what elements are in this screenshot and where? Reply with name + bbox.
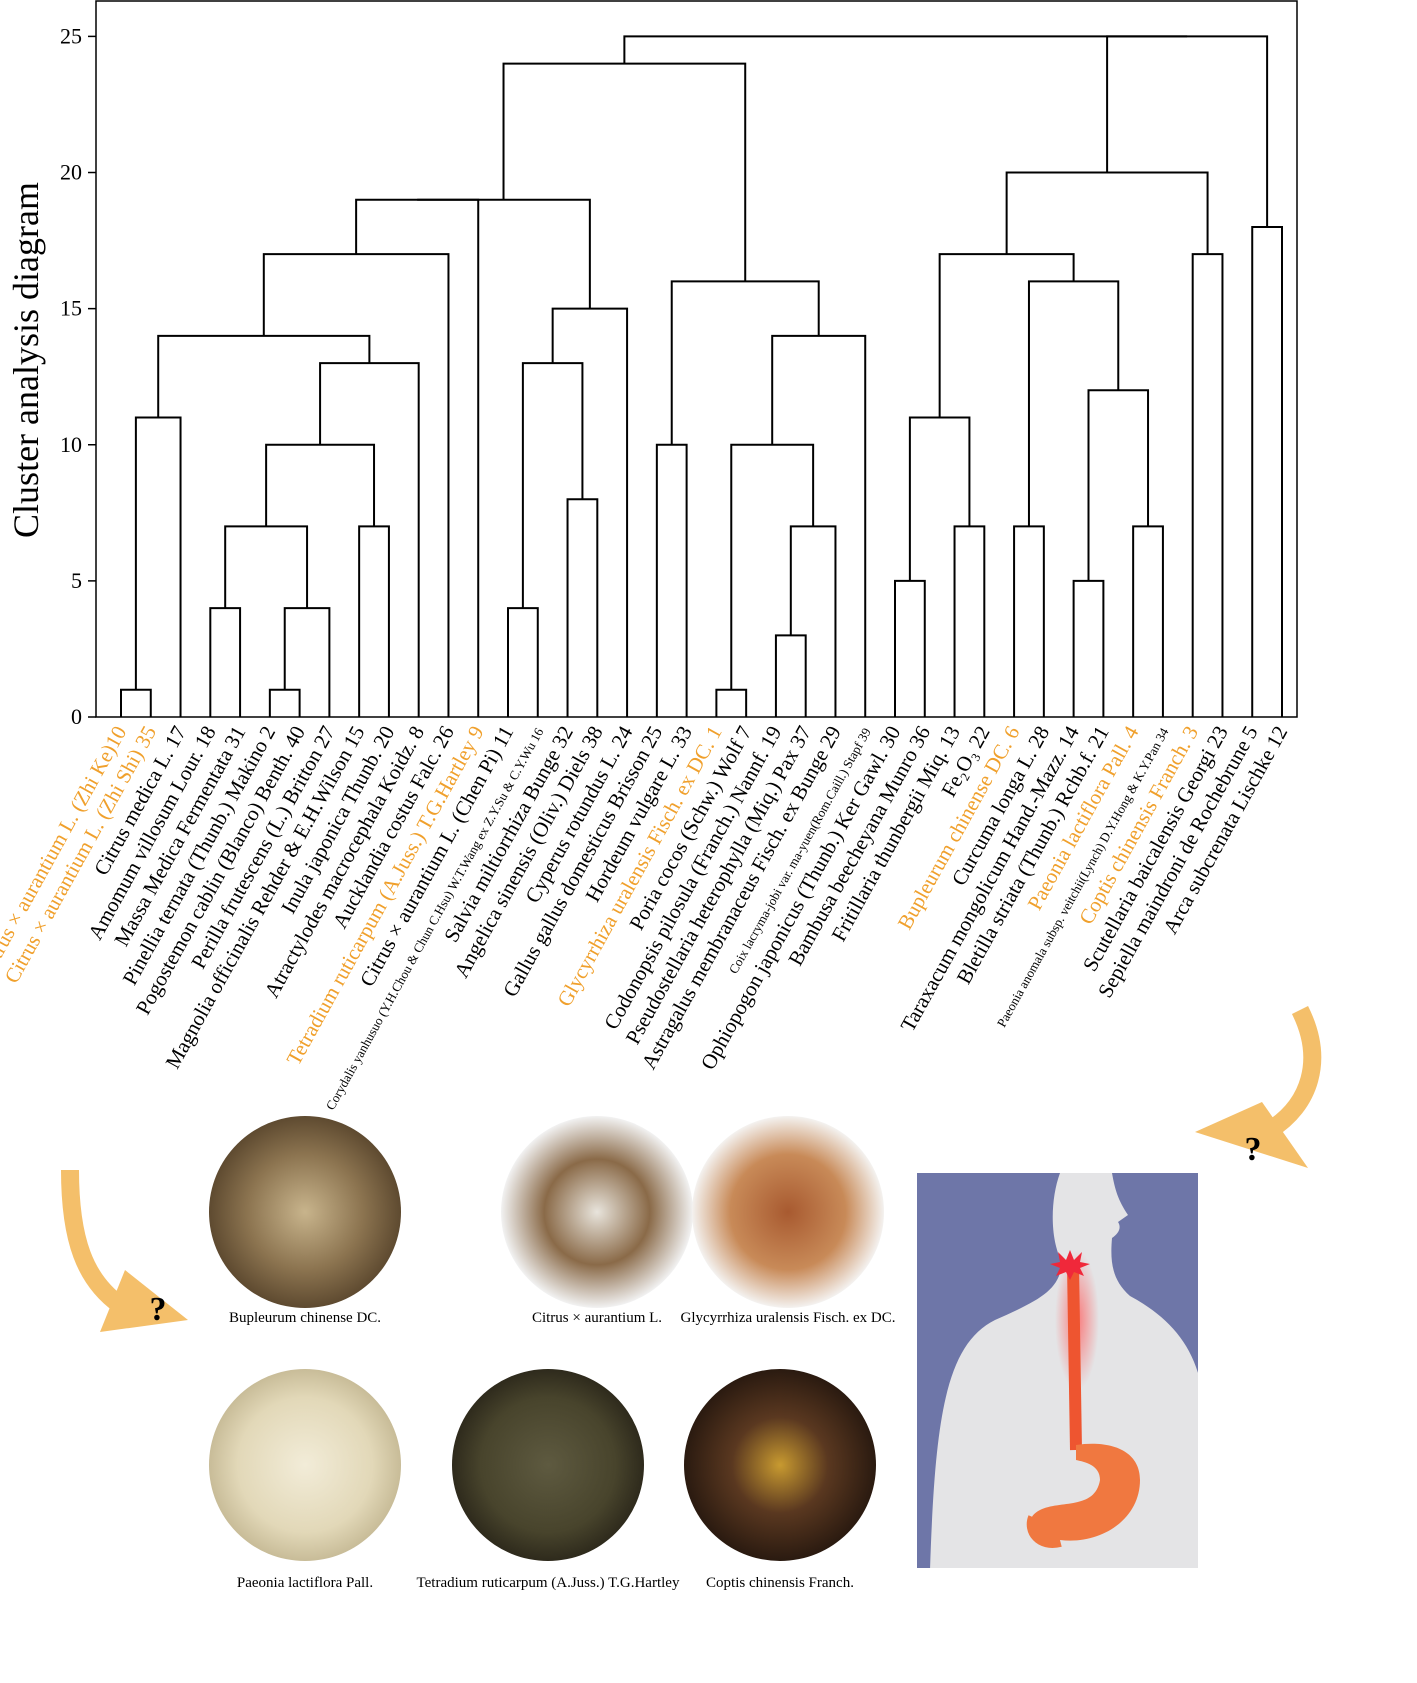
link <box>623 35 1188 64</box>
y-tick-label: 20 <box>60 160 82 185</box>
link <box>502 62 747 282</box>
photo <box>209 1116 401 1308</box>
dendrogram: Cluster analysis diagram 0510152025Citru… <box>0 0 1298 1112</box>
link <box>319 362 420 717</box>
y-tick-label: 15 <box>60 296 82 321</box>
photo <box>452 1369 644 1561</box>
photo <box>209 1369 401 1561</box>
question-mark: ? <box>150 1291 167 1328</box>
link <box>1027 280 1120 527</box>
photos: Bupleurum chinense DC. Citrus × aurantium… <box>209 1116 895 1591</box>
link <box>224 525 309 609</box>
arrow-right <box>1264 1005 1322 1138</box>
link <box>1005 171 1209 255</box>
link <box>355 198 480 717</box>
link <box>417 198 591 309</box>
link <box>1106 35 1269 227</box>
link <box>262 253 450 717</box>
photo-caption: Paeonia lactiflora Pall. <box>237 1575 373 1591</box>
photo-caption: Tetradium ruticarpum (A.Juss.) T.G.Hartl… <box>417 1575 680 1591</box>
link <box>507 607 539 717</box>
link <box>209 607 242 717</box>
arrows: ? ? <box>61 1005 1322 1332</box>
pain-mark <box>1050 1250 1090 1280</box>
link <box>120 688 152 717</box>
link <box>551 307 629 717</box>
link <box>134 416 182 717</box>
esophagus <box>1067 1264 1082 1451</box>
question-mark: ? <box>1245 1131 1262 1168</box>
link <box>1072 579 1105 717</box>
photo <box>692 1116 884 1308</box>
stomach <box>1030 1443 1140 1541</box>
link <box>566 498 599 717</box>
link <box>1013 525 1045 717</box>
link <box>789 525 837 717</box>
photo <box>501 1116 693 1308</box>
link <box>1132 525 1164 717</box>
arrow-left <box>61 1169 126 1313</box>
link <box>268 688 301 717</box>
link <box>1191 253 1224 717</box>
link <box>908 416 971 581</box>
link <box>1087 389 1150 581</box>
link <box>358 525 390 717</box>
arrowhead-right <box>1195 1102 1308 1168</box>
link <box>894 579 926 717</box>
y-tick-label: 25 <box>60 23 82 48</box>
link <box>938 253 1075 418</box>
photo-caption: Glycyrrhiza uralensis Fisch. ex DC. <box>681 1310 896 1326</box>
link <box>283 607 331 717</box>
link <box>655 443 688 717</box>
link <box>265 443 376 527</box>
link <box>670 280 820 445</box>
plot-frame <box>95 0 1298 718</box>
link <box>730 443 815 690</box>
body-illustration <box>917 1173 1198 1568</box>
link <box>715 688 748 717</box>
link <box>774 634 807 717</box>
link <box>953 525 986 717</box>
link <box>521 362 584 609</box>
link <box>1251 225 1283 717</box>
y-tick-label: 5 <box>71 568 82 593</box>
duodenum <box>1026 1515 1062 1548</box>
arrowhead-left <box>100 1270 188 1332</box>
y-tick-label: 10 <box>60 432 82 457</box>
y-tick-label: 0 <box>71 704 82 729</box>
link <box>157 334 371 418</box>
photo-caption: Coptis chinensis Franch. <box>706 1575 854 1591</box>
photo-caption: Bupleurum chinense DC. <box>229 1310 381 1326</box>
y-axis-label: Cluster analysis diagram <box>6 182 46 538</box>
photo <box>684 1369 876 1561</box>
photo-caption: Citrus × aurantium L. <box>532 1310 662 1326</box>
